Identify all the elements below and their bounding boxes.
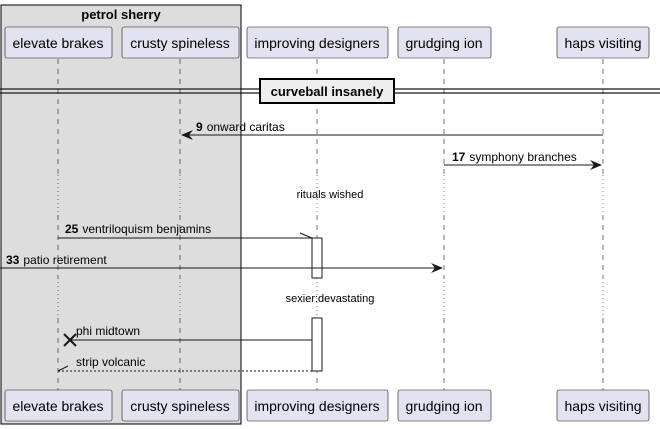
activation-bar [311, 317, 323, 372]
participant-label: elevate brakes [12, 35, 103, 51]
message-label: 17 symphony branches [452, 150, 577, 164]
participant-haps-visiting [556, 26, 650, 59]
message-text: onward caritas [207, 120, 285, 134]
participants-top: elevate brakes crusty spineless improvin… [4, 26, 650, 59]
participant-crusty-spineless [121, 26, 240, 59]
message: 17 symphony branches [444, 150, 602, 170]
participant-crusty-spineless [121, 389, 240, 422]
divider: curveball insanely [0, 78, 660, 104]
participant-grudging-ion [397, 389, 492, 422]
participant-label: improving designers [254, 398, 379, 414]
participant-label: grudging ion [405, 35, 482, 51]
participant-label: haps visiting [564, 35, 641, 51]
participant-label: elevate brakes [12, 398, 103, 414]
divider-label: curveball insanely [271, 84, 384, 99]
message: 9 onward caritas [181, 120, 603, 140]
participant-grudging-ion [397, 26, 492, 59]
message: phi midtown [63, 324, 312, 347]
message-number: 17 [452, 150, 466, 164]
message-label: 33 patio retirement [6, 253, 107, 267]
arrowhead [299, 232, 313, 239]
destroy-icon [63, 333, 77, 347]
delay-label: sexier:devastating [286, 293, 375, 305]
participant-elevate-brakes [4, 389, 113, 422]
message-text: patio retirement [23, 253, 107, 267]
arrowhead [181, 130, 193, 140]
message: 25 ventriloquism benjamins [58, 222, 313, 239]
message-number: 9 [196, 120, 203, 134]
group-title: petrol sherry [81, 7, 161, 22]
message-label: 25 ventriloquism benjamins [65, 222, 211, 236]
message-number: 25 [65, 222, 79, 236]
message-text: symphony branches [469, 150, 576, 164]
participant-label: grudging ion [405, 398, 482, 414]
participant-label: crusty spineless [130, 35, 230, 51]
message-number: 33 [6, 253, 20, 267]
arrowhead [431, 263, 443, 273]
arrowhead [57, 365, 69, 372]
message-text: ventriloquism benjamins [82, 222, 211, 236]
message: 33 patio retirement [0, 253, 443, 273]
participant-label: improving designers [254, 35, 379, 51]
divider-box [259, 78, 395, 104]
message: strip volcanic [57, 355, 312, 372]
participant-label: haps visiting [564, 398, 641, 414]
message-label: 9 onward caritas [196, 120, 285, 134]
arrowhead [590, 160, 602, 170]
group-box [0, 4, 242, 425]
participants-bottom: elevate brakes crusty spineless improvin… [4, 389, 650, 422]
activation-bar [311, 237, 323, 279]
participant-improving-designers [246, 389, 389, 422]
participant-label: crusty spineless [130, 398, 230, 414]
participant-haps-visiting [556, 389, 650, 422]
message-text: strip volcanic [76, 355, 145, 369]
participant-elevate-brakes [4, 26, 113, 59]
participant-improving-designers [246, 26, 389, 59]
message-text: phi midtown [76, 324, 140, 338]
delay-label: rituals wished [297, 189, 364, 201]
